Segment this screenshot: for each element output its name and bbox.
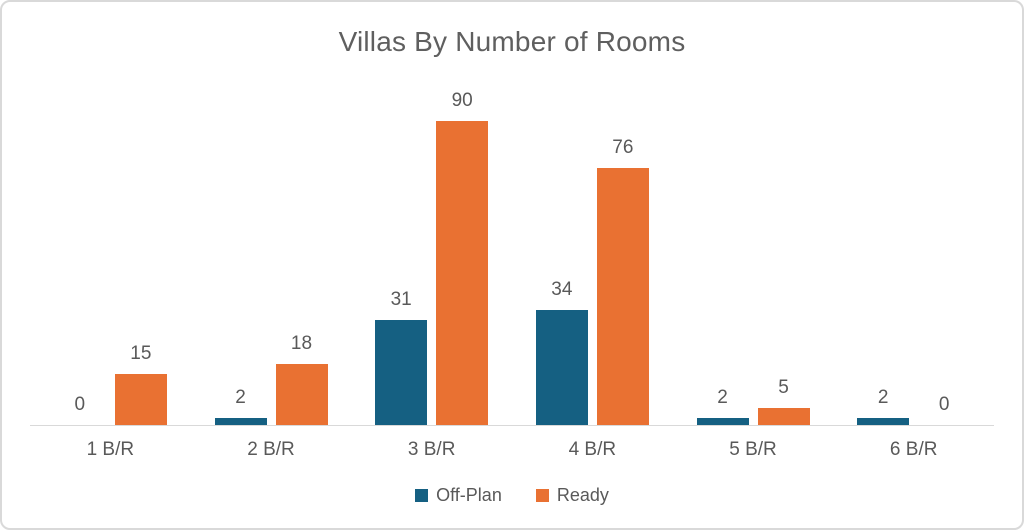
legend-label-offplan: Off-Plan xyxy=(436,485,502,505)
bar-offplan-6 xyxy=(857,418,910,425)
bar-group-1br: 0 15 xyxy=(30,122,191,425)
value-label: 0 xyxy=(938,394,950,415)
legend-item-offplan: Off-Plan xyxy=(415,485,502,506)
legend-swatch-offplan xyxy=(415,489,429,502)
bar-slot: 2 xyxy=(696,122,749,425)
legend-item-ready: Ready xyxy=(535,485,609,506)
bar-ready-3 xyxy=(436,121,489,425)
bar-ready-5 xyxy=(757,408,810,425)
value-label: 2 xyxy=(717,387,728,408)
category-label: 1 B/R xyxy=(86,439,135,460)
bar-offplan-4 xyxy=(535,310,588,425)
bar-slot: 0 xyxy=(918,122,970,425)
value-label: 15 xyxy=(130,343,152,364)
bar-offplan-3 xyxy=(375,320,428,425)
bar-slot: 5 xyxy=(757,122,810,425)
bar-slot: 2 xyxy=(857,122,910,425)
legend-swatch-ready xyxy=(535,489,549,502)
value-label: 18 xyxy=(290,333,313,354)
bar-ready-4 xyxy=(596,168,649,425)
value-label: 76 xyxy=(612,137,634,158)
value-label: 0 xyxy=(74,394,86,415)
bar-slot: 90 xyxy=(436,90,489,425)
chart-title: Villas By Number of Rooms xyxy=(338,26,686,57)
value-label: 5 xyxy=(778,377,789,398)
value-label: 2 xyxy=(235,387,246,408)
bar-slot: 76 xyxy=(596,122,649,425)
bar-slot: 15 xyxy=(114,122,167,425)
legend-label-ready: Ready xyxy=(556,485,609,505)
bar-group-4br: 34 76 xyxy=(512,122,673,425)
value-label: 31 xyxy=(390,289,412,310)
category-label: 2 B/R xyxy=(247,439,295,460)
category-axis: 1 B/R 2 B/R 3 B/R 4 B/R 5 B/R 6 B/R xyxy=(30,426,994,461)
bar-slot: 2 xyxy=(214,122,267,425)
plot-area: 0 15 2 18 31 90 34 76 2 5 2 0 1 B/R 2 B/R 3 B/R 4 B/R 5… xyxy=(30,90,994,461)
bar-slot: 0 xyxy=(54,122,106,425)
bar-slot: 31 xyxy=(375,122,428,425)
bar-offplan-2 xyxy=(214,418,267,425)
bar-ready-1 xyxy=(114,374,167,425)
bar-slot: 18 xyxy=(275,122,328,425)
legend: Off-Plan Ready xyxy=(2,485,1022,506)
bar-offplan-5 xyxy=(696,418,749,425)
value-label: 90 xyxy=(451,90,473,111)
bar-group-2br: 2 18 xyxy=(191,122,352,425)
bar-slot: 34 xyxy=(535,122,588,425)
category-label: 6 B/R xyxy=(889,439,938,460)
bar-ready-2 xyxy=(275,364,328,425)
value-label: 2 xyxy=(877,387,889,408)
bars-area: 0 15 2 18 31 90 34 76 2 5 2 0 xyxy=(30,90,994,426)
category-label: 3 B/R xyxy=(407,439,456,460)
bar-group-3br: 31 90 xyxy=(351,90,512,425)
value-label: 34 xyxy=(551,279,573,300)
category-label: 5 B/R xyxy=(729,439,777,460)
category-label: 4 B/R xyxy=(568,439,617,460)
